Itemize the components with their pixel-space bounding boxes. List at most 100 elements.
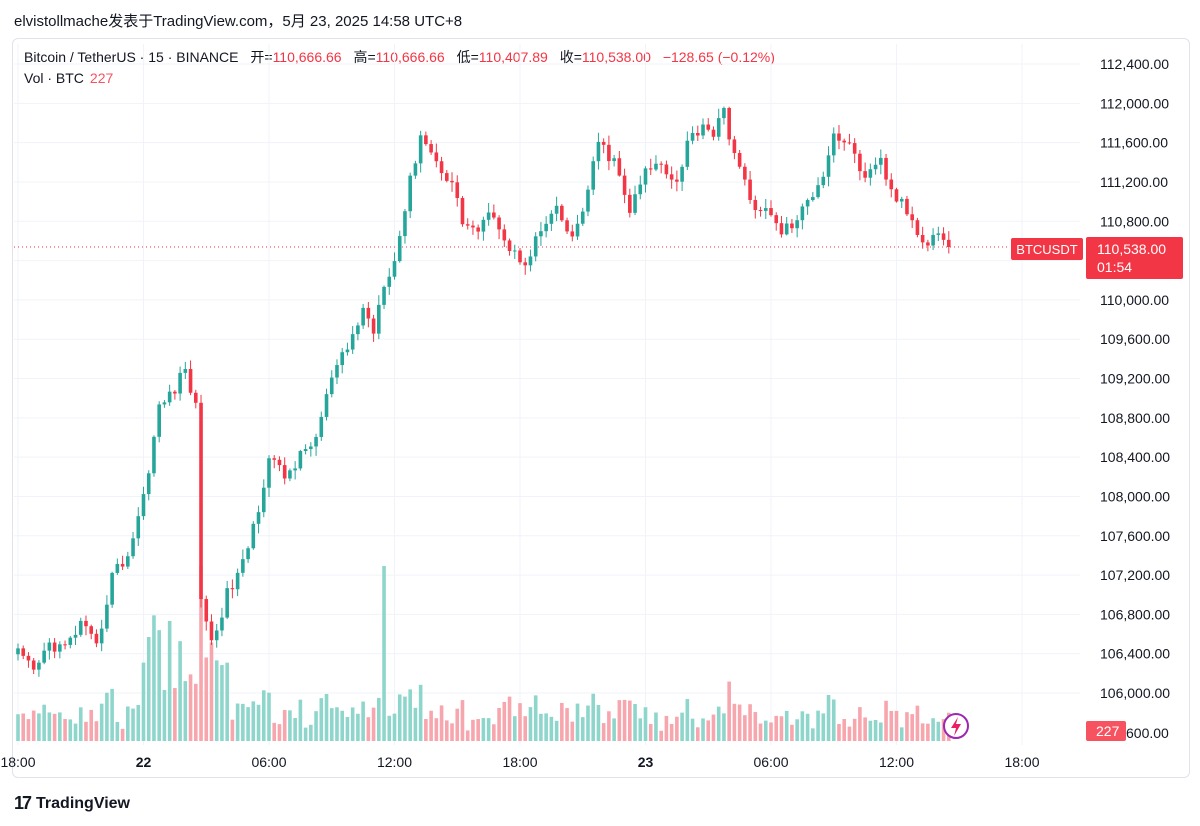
volume-bar (889, 710, 894, 741)
tradingview-logo[interactable]: 17 TradingView (14, 793, 130, 814)
candle-body (230, 588, 235, 590)
candle-body (523, 262, 528, 266)
candle-body (272, 458, 277, 460)
volume-bar (136, 704, 141, 741)
volume-bar (523, 716, 528, 741)
candle-body (392, 261, 397, 277)
volume-bar (439, 705, 444, 741)
candle-body (439, 161, 444, 174)
symbol-label[interactable]: Bitcoin / TetherUS · 15 · BINANCE (24, 49, 239, 65)
volume-bar (235, 703, 240, 741)
y-tick-label: 110,000.00 (1100, 292, 1169, 308)
chart-frame (12, 38, 1190, 778)
candle-body (664, 164, 669, 175)
volume-bar (586, 705, 590, 741)
volume-bar (863, 717, 867, 741)
candle-body (711, 129, 716, 137)
candle-body (162, 402, 167, 405)
candle-body (591, 161, 596, 190)
volume-bar (68, 719, 73, 741)
candle-body (565, 220, 569, 232)
candle-body (47, 642, 52, 651)
candle-body (706, 124, 711, 130)
volume-badge: 227 (1086, 721, 1126, 741)
candle-body (476, 227, 480, 232)
y-tick-label: 106,000.00 (1100, 685, 1170, 701)
x-tick-label: 12:00 (879, 754, 914, 770)
candle-body (575, 223, 580, 237)
candle-body (539, 231, 543, 237)
volume-bar (214, 660, 219, 741)
volume-bar (220, 665, 224, 741)
volume-bar (26, 719, 31, 741)
volume-bar (256, 704, 261, 741)
volume-bar (89, 709, 94, 741)
volume-bar (173, 688, 177, 741)
lightning-icon[interactable] (943, 713, 969, 739)
volume-bar (899, 727, 904, 741)
x-tick-label: 18:00 (1004, 754, 1039, 770)
y-tick-label: 106,800.00 (1100, 606, 1170, 622)
volume-bar (601, 723, 606, 741)
volume-bar (805, 713, 810, 741)
volume-bar (852, 718, 857, 741)
y-tick-label: 112,000.00 (1100, 95, 1169, 111)
volume-bar (685, 699, 690, 741)
volume-label[interactable]: Vol · BTC (24, 70, 84, 86)
candle-body (502, 229, 507, 241)
candle-body (931, 234, 935, 246)
volume-bar (424, 719, 428, 741)
y-tick-label: 112,400.00 (1100, 56, 1169, 72)
y-tick-label: 106,400.00 (1100, 646, 1170, 662)
candle-body (146, 473, 151, 495)
candle-body (554, 205, 559, 214)
x-tick-label: 22 (136, 754, 152, 770)
candle-body (366, 307, 371, 319)
candle-body (136, 516, 141, 539)
candle-body (622, 175, 627, 195)
candle-body (528, 256, 533, 266)
volume-bar (716, 706, 721, 741)
candle-body (727, 108, 731, 140)
volume-bar (795, 719, 799, 741)
candle-body (586, 189, 590, 212)
volume-bar (465, 730, 470, 741)
candle-body (821, 176, 826, 186)
candle-body (84, 620, 88, 627)
candle-body (868, 169, 873, 178)
volume-bar (868, 720, 873, 741)
volume-bar (565, 708, 569, 741)
candle-body (837, 133, 841, 141)
candle-body (460, 197, 465, 225)
candle-body (805, 200, 810, 207)
candle-body (89, 626, 94, 634)
volume-bar (413, 707, 418, 741)
candle-body (743, 166, 747, 180)
volume-bar (753, 712, 758, 741)
candle-body (288, 470, 292, 479)
volume-bar (63, 719, 67, 741)
volume-bar (910, 714, 914, 741)
volume-bar (811, 728, 815, 741)
volume-bar (298, 699, 303, 741)
price-badge-countdown: 01:54 (1097, 259, 1132, 275)
candle-body (795, 220, 799, 229)
price-badge-price: 110,538.00 (1097, 241, 1166, 257)
volume-bar (941, 719, 946, 741)
candle-body (450, 180, 454, 183)
volume-bar (476, 719, 480, 741)
volume-bar (335, 707, 339, 741)
candle-body (779, 223, 784, 235)
volume-bar (377, 697, 381, 741)
volume-bar (842, 719, 847, 741)
candle-body (722, 108, 726, 119)
volume-bar (272, 722, 277, 741)
volume-bar (617, 700, 622, 741)
volume-bar (230, 719, 235, 741)
candle-body (99, 628, 104, 644)
volume-bar (131, 708, 135, 741)
volume-bar (722, 713, 726, 741)
candle-body (748, 179, 752, 200)
candle-body (193, 392, 198, 403)
